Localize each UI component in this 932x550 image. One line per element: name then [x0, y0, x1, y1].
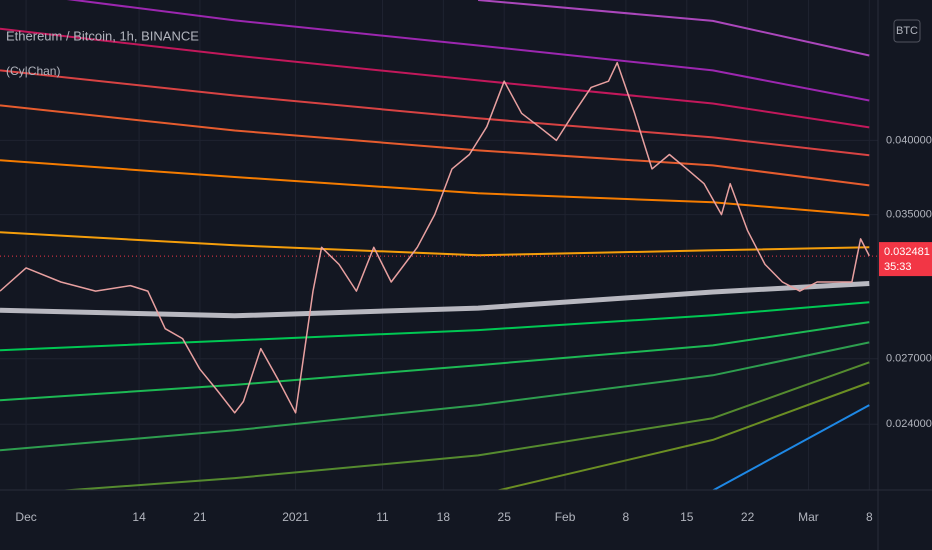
band-line: [0, 27, 870, 129]
x-tick-label: 8: [866, 510, 873, 524]
band-line: [712, 404, 870, 490]
x-tick-label: Feb: [555, 510, 576, 524]
x-tick-label: 22: [741, 510, 755, 524]
band-line: [57, 361, 870, 490]
y-tick-label: 0.024000: [886, 418, 932, 430]
x-tick-label: Dec: [15, 510, 36, 524]
indicator-label: (Cy|Chan): [6, 64, 60, 78]
x-tick-label: 25: [498, 510, 512, 524]
currency-label: BTC: [896, 25, 918, 37]
band-line: [66, 0, 870, 102]
chart-title: Ethereum / Bitcoin, 1h, BINANCE: [6, 28, 199, 43]
band-line: [0, 104, 870, 187]
band-line: [0, 301, 870, 352]
band-line: [0, 231, 870, 257]
price-line: [0, 61, 870, 414]
currency-box[interactable]: [893, 19, 921, 43]
x-tick-label: Mar: [798, 510, 819, 524]
x-tick-label: 18: [437, 510, 451, 524]
x-tick-label: 21: [193, 510, 207, 524]
x-tick-label: 14: [132, 510, 146, 524]
countdown-label: 35:33: [884, 261, 912, 273]
y-tick-label: 0.027000: [886, 353, 932, 365]
band-line: [495, 381, 870, 490]
y-tick-label: 0.040000: [886, 134, 932, 146]
band-line: [0, 341, 870, 452]
last-price-label: 0.032481: [884, 246, 930, 258]
band-line: [0, 321, 870, 402]
x-tick-label: 2021: [282, 510, 309, 524]
x-tick-label: 8: [623, 510, 630, 524]
x-tick-label: 11: [376, 510, 389, 524]
band-line: [0, 281, 870, 319]
x-tick-label: 15: [680, 510, 694, 524]
y-tick-label: 0.035000: [886, 208, 932, 220]
band-line: [0, 69, 870, 157]
band-line: [0, 159, 870, 217]
band-line: [478, 0, 870, 57]
last-price-box: [879, 242, 932, 277]
